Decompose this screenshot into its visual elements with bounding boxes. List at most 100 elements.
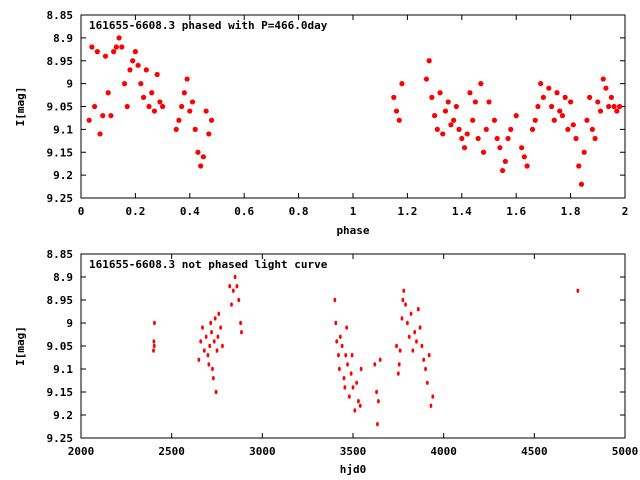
top-xtick-label: 2	[622, 205, 629, 218]
bottom-data-point	[237, 297, 241, 303]
bottom-ytick-label: 9.2	[53, 409, 73, 422]
bottom-data-point	[375, 389, 378, 395]
top-data-point	[203, 108, 209, 114]
top-data-point	[426, 58, 432, 64]
top-y-axis-title: I[mag]	[14, 87, 27, 127]
top-xtick-label: 0.8	[289, 205, 309, 218]
top-data-point	[508, 126, 514, 132]
top-data-point	[505, 135, 511, 142]
bottom-data-point	[343, 385, 347, 390]
bottom-data-point	[333, 297, 337, 303]
bottom-ytick-label: 9.25	[47, 432, 74, 445]
top-data-point	[442, 108, 449, 114]
top-data-point	[440, 131, 446, 137]
bottom-data-point	[209, 320, 213, 326]
top-data-point	[519, 145, 525, 151]
top-data-point	[92, 103, 98, 110]
top-data-point	[587, 94, 593, 100]
top-data-point	[149, 90, 155, 96]
bottom-data-point	[221, 343, 224, 349]
bottom-data-point	[398, 348, 402, 353]
bottom-xtick-label: 2000	[68, 445, 95, 458]
top-chart-title: 161655-6608.3 phased with P=466.0day	[89, 19, 328, 32]
top-data-point	[124, 103, 130, 110]
top-ytick-label: 9	[66, 78, 73, 91]
bottom-data-point	[353, 408, 357, 413]
bottom-data-point	[152, 339, 156, 344]
top-data-point	[119, 44, 125, 50]
top-data-point	[208, 117, 215, 123]
top-data-point	[396, 117, 402, 123]
bottom-data-point	[351, 385, 355, 390]
bottom-data-point	[197, 357, 201, 362]
top-data-point	[146, 103, 152, 110]
bottom-plot-frame	[80, 253, 626, 439]
top-data-point	[595, 99, 601, 105]
top-data-point	[557, 108, 563, 114]
top-data-point	[198, 163, 204, 169]
bottom-ytick-label: 9.05	[47, 340, 74, 353]
top-data-point	[151, 108, 158, 114]
bottom-data-point	[152, 348, 155, 353]
bottom-data-point	[373, 362, 377, 367]
bottom-data-point	[350, 353, 354, 358]
bottom-data-point	[406, 320, 409, 326]
bottom-xtick-label: 4000	[430, 445, 457, 458]
bottom-data-point	[239, 320, 242, 326]
top-data-point	[89, 44, 95, 50]
top-data-point	[116, 35, 122, 41]
bottom-data-point	[409, 311, 413, 316]
top-data-point	[548, 103, 555, 110]
bottom-data-point	[228, 284, 232, 289]
top-data-point	[456, 126, 462, 132]
top-data-point	[500, 167, 506, 174]
bottom-data-point	[340, 343, 344, 349]
top-data-point	[616, 103, 623, 110]
top-xtick-label: 0.2	[125, 205, 145, 218]
bottom-data-point	[342, 376, 346, 381]
top-xtick-label: 1.2	[397, 205, 417, 218]
bottom-data-point	[230, 302, 233, 307]
bottom-data-point	[396, 371, 400, 376]
bottom-data-point	[401, 297, 405, 303]
bottom-data-point	[215, 348, 219, 353]
bottom-data-point	[235, 284, 239, 289]
bottom-data-point	[418, 325, 422, 330]
top-data-point	[132, 49, 138, 55]
top-data-point	[437, 90, 443, 96]
bottom-data-point	[416, 307, 420, 312]
bottom-data-point	[207, 362, 211, 367]
bottom-data-point	[338, 334, 342, 339]
bottom-data-point	[152, 343, 156, 349]
top-xtick-label: 1.6	[506, 205, 526, 218]
bottom-data-point	[397, 362, 401, 367]
top-data-point	[568, 99, 574, 105]
top-data-point	[478, 81, 484, 87]
top-data-point	[451, 117, 457, 123]
bottom-data-point	[420, 343, 424, 349]
top-data-point	[173, 126, 179, 132]
top-data-point	[86, 117, 92, 123]
top-data-point	[102, 53, 109, 59]
top-data-point	[445, 99, 451, 105]
top-data-point	[540, 94, 547, 100]
top-data-point	[606, 103, 612, 110]
top-ytick-label: 9.1	[53, 123, 73, 136]
bottom-data-point	[346, 362, 349, 367]
top-data-point	[480, 149, 487, 155]
top-data-point	[429, 94, 435, 100]
top-data-point	[570, 122, 576, 128]
bottom-data-point	[211, 376, 215, 381]
top-ytick-label: 8.85	[47, 9, 74, 22]
top-data-point	[399, 81, 405, 87]
top-data-point	[189, 99, 196, 105]
bottom-data-point	[202, 348, 206, 353]
top-xtick-label: 0.6	[234, 205, 254, 218]
bottom-data-point	[210, 330, 213, 335]
bottom-data-point	[404, 302, 407, 307]
top-data-point	[581, 149, 587, 155]
top-data-point	[179, 103, 185, 110]
top-data-point	[483, 126, 489, 132]
bottom-y-axis-title: I[mag]	[14, 326, 27, 366]
bottom-data-point	[347, 394, 351, 399]
